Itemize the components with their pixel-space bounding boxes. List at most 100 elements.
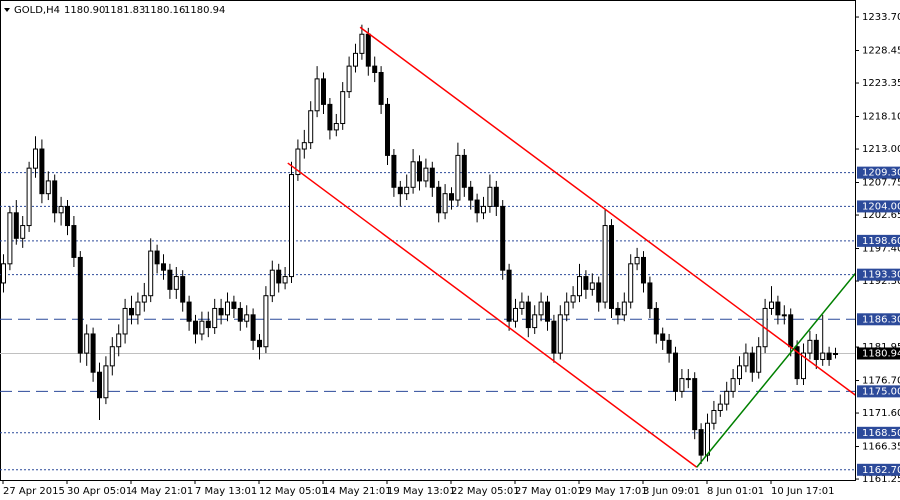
candle-body: [269, 269, 275, 297]
current-price-tag: [857, 347, 900, 360]
candle-body: [378, 72, 384, 105]
candle-body: [116, 333, 122, 348]
candle-body: [13, 212, 19, 239]
candle-body: [20, 225, 26, 239]
x-tick-label: 12 May 05:01: [259, 486, 328, 497]
level-tag: [857, 385, 900, 398]
candle-body: [551, 320, 557, 354]
candle-body: [276, 269, 282, 284]
trend-line: [359, 26, 855, 396]
candle-body: [205, 320, 211, 329]
candle-body: [231, 301, 237, 309]
candle-body: [186, 301, 192, 322]
candle-body: [193, 320, 198, 335]
candle-body: [628, 263, 634, 303]
x-tick-label: 29 May 17:01: [579, 486, 648, 497]
candle-body: [7, 212, 13, 265]
candle-body: [647, 282, 653, 309]
y-tick-label: 1207.75: [862, 178, 900, 189]
y-tick-label: 1197.40: [862, 244, 900, 255]
level-tag: [857, 426, 900, 439]
y-tick-label: 1213.00: [862, 144, 900, 155]
x-tick-label: 14 May 21:01: [323, 486, 392, 497]
candle-body: [826, 352, 832, 360]
level-tag: [857, 200, 900, 213]
level-label: 1175.00: [862, 386, 900, 397]
candle-body: [820, 352, 826, 360]
candle-body: [737, 365, 742, 380]
candle-body: [103, 365, 109, 399]
candle-body: [122, 307, 128, 335]
x-tick-label: 3 Jun 09:01: [643, 486, 700, 497]
quote-open: 1180.90: [64, 5, 105, 16]
menu-arrow: [4, 8, 10, 12]
candle-body: [391, 154, 397, 188]
candle-body: [455, 154, 461, 201]
candle-body: [154, 250, 160, 265]
candle-body: [45, 180, 51, 195]
candle-body: [282, 276, 288, 284]
candle-body: [212, 307, 218, 329]
candle-body: [33, 148, 38, 169]
candle-body: [308, 110, 314, 144]
candle-body: [833, 352, 838, 355]
candle-body: [429, 167, 435, 188]
trend-line: [287, 162, 698, 468]
candle-body: [1, 263, 6, 284]
candle-body: [500, 205, 506, 271]
candle-body: [666, 339, 672, 354]
candle-body: [333, 123, 339, 131]
candle-body: [513, 307, 518, 322]
candle-body: [84, 333, 90, 354]
candle-body: [602, 225, 608, 303]
x-tick-label: 19 May 13:01: [387, 486, 456, 497]
level-label: 1168.50: [862, 428, 900, 439]
candle-body: [225, 301, 230, 316]
candle-body: [807, 339, 813, 354]
candle-body: [417, 161, 422, 182]
x-tick-label: 22 May 05:01: [451, 486, 520, 497]
candle-body: [167, 269, 173, 290]
candle-body: [801, 352, 806, 380]
y-tick-label: 1218.10: [862, 112, 900, 123]
candle-body: [58, 205, 64, 214]
candle-body: [775, 301, 781, 316]
candle-body: [538, 301, 544, 316]
y-tick-label: 1176.70: [862, 376, 900, 387]
level-label: 1162.70: [862, 465, 900, 476]
candle-body: [813, 339, 819, 360]
x-tick-label: 27 Apr 2015: [3, 486, 65, 497]
candle-body: [237, 307, 243, 322]
candle-body: [519, 301, 525, 309]
candle-body: [423, 167, 429, 182]
candle-body: [685, 378, 691, 381]
candle-body: [90, 333, 96, 373]
level-label: 1198.60: [862, 236, 900, 247]
symbol: GOLD,H4: [14, 5, 60, 16]
candle-body: [532, 314, 538, 329]
candle-body: [97, 371, 102, 399]
current-price-label: 1180.94: [862, 348, 900, 359]
candle-body: [442, 193, 448, 214]
candle-body: [71, 225, 77, 258]
quote-close: 1180.94: [184, 5, 225, 16]
y-tick-label: 1192.30: [862, 276, 900, 287]
candle-body: [653, 307, 659, 335]
candle-body: [327, 103, 333, 131]
level-tag: [857, 463, 900, 476]
level-tag: [857, 234, 900, 247]
candle-body: [263, 295, 269, 348]
plot-area: [0, 24, 855, 471]
level-tag: [857, 313, 900, 326]
y-tick-label: 1161.25: [862, 474, 900, 485]
candle-body: [743, 352, 749, 367]
level-label: 1193.30: [862, 270, 900, 281]
y-tick-label: 1233.70: [862, 12, 900, 23]
candle-body: [724, 390, 730, 405]
candle-body: [135, 301, 141, 316]
candle-body: [39, 148, 45, 195]
candle-body: [788, 314, 794, 348]
candle-body: [705, 422, 710, 456]
candle-body: [589, 282, 595, 290]
